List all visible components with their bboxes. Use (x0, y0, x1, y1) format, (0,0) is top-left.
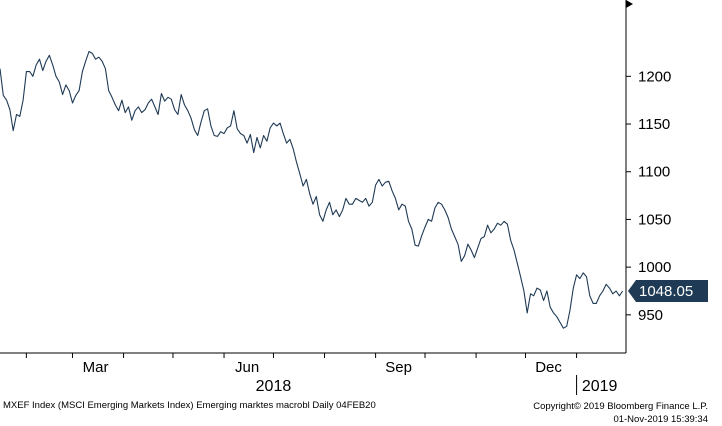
y-tick-label-1200: 1200 (638, 68, 671, 85)
y-tick-label-950: 950 (638, 307, 663, 324)
y-tick-label-1100: 1100 (638, 164, 670, 181)
axes: 950 1000 1050 1100 1150 1200 Mar Jun Sep Dec 2018 2… (0, 0, 708, 395)
footer-index-description: MXEF Index (MSCI Emerging Markets Index)… (3, 400, 376, 411)
y-axis-top-arrow (626, 0, 633, 8)
x-tick-label-dec: Dec (535, 359, 562, 376)
y-tick-label-1150: 1150 (638, 116, 670, 133)
footer-copyright-text: Copyright© 2019 Bloomberg Finance L.P. (533, 401, 708, 412)
year-label-2018: 2018 (256, 378, 292, 395)
year-label-2019: 2019 (582, 378, 618, 395)
footer-timestamp: 01-Nov-2019 15:39:34 (613, 414, 708, 425)
y-tick-label-1000: 1000 (638, 259, 671, 276)
plot-area (0, 50, 624, 329)
last-value-label: 1048.05 (639, 283, 693, 300)
x-tick-label-jun: Jun (235, 359, 259, 376)
y-tick-label-1050: 1050 (638, 211, 671, 228)
x-tick-label-sep: Sep (385, 359, 412, 376)
x-tick-label-mar: Mar (83, 359, 109, 376)
last-value-badge (628, 279, 708, 302)
footer-copyright: Copyright© 2019 Bloomberg Finance L.P. 0… (533, 400, 708, 426)
series-line-0 (0, 50, 624, 329)
